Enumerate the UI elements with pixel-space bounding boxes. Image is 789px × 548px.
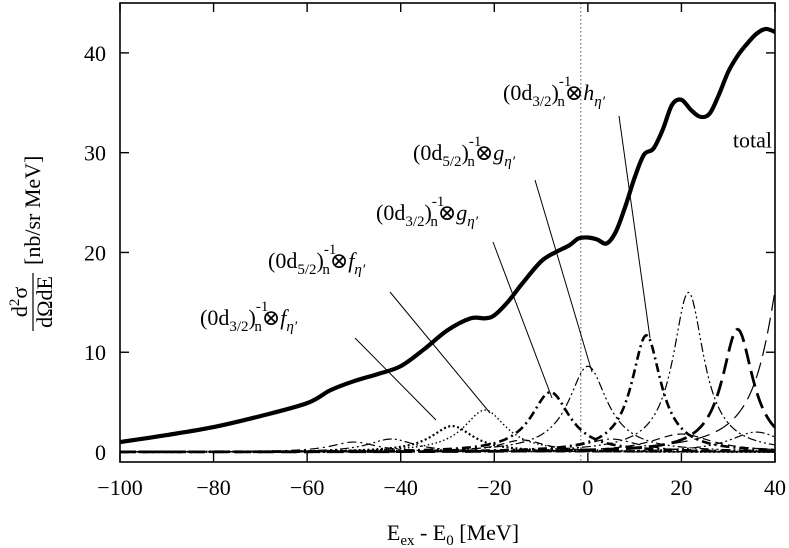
- x-axis-label: Eex - E0 [MeV]: [387, 520, 519, 548]
- x-tick-label: −80: [196, 475, 230, 500]
- curves-layer: [120, 3, 775, 462]
- y-tick-label: 40: [84, 41, 106, 66]
- series-line-7: [120, 327, 775, 454]
- series-line-2: [120, 409, 775, 453]
- x-tick-label: 0: [582, 475, 593, 500]
- total-line: [120, 26, 775, 445]
- y-tick-label: 30: [84, 141, 106, 166]
- series-line-5: [120, 333, 775, 454]
- y-tick-label: 0: [95, 440, 106, 465]
- series-line-14: [120, 431, 775, 453]
- series-line-13: [120, 433, 775, 453]
- svg-text:[nb/sr MeV]: [nb/sr MeV]: [20, 156, 45, 265]
- x-tick-label: 20: [670, 475, 692, 500]
- x-tick-label: −40: [384, 475, 418, 500]
- annotation-label-2: (0d5/2)-1 n⊗fη′: [268, 242, 366, 278]
- y-axis-label: d2σ dΩdE [nb/sr MeV]: [7, 156, 57, 331]
- annotation-leader-4: [534, 179, 593, 373]
- plot-frame: [119, 2, 776, 463]
- annotation-leader-2: [389, 291, 491, 414]
- svg-text:dΩdE: dΩdE: [32, 276, 57, 328]
- annotation-leader-1: [354, 337, 437, 421]
- x-tick-label: −20: [477, 475, 511, 500]
- labels-layer: (0d3/2)-1 n⊗fη′ (0d5/2)-1 n⊗fη′ (0d3/2)-1 n⊗g…: [200, 74, 651, 421]
- svg-text:d2σ: d2σ: [7, 287, 32, 318]
- series-line-6: [120, 291, 775, 453]
- annotation-label-4: (0d5/2)-1 n⊗gη′: [413, 134, 516, 170]
- annotation-label-1: (0d3/2)-1 n⊗fη′: [200, 299, 298, 335]
- y-tick-label: 20: [84, 240, 106, 265]
- y-tick-label: 10: [84, 340, 106, 365]
- annotation-label-5: (0d3/2)-1 n⊗hη′: [503, 74, 606, 110]
- annotation-leader-5: [618, 115, 651, 339]
- axes-layer: −100 −80 −60 −40 −20 0 20 40 0 10 20 30 40: [84, 2, 786, 500]
- x-tick-label: −60: [290, 475, 324, 500]
- total-label: total: [733, 128, 772, 153]
- x-tick-label: −100: [97, 475, 142, 500]
- x-tick-label: 40: [764, 475, 786, 500]
- annotation-label-3: (0d3/2)-1 n⊗gη′: [376, 194, 479, 230]
- annotation-leader-3: [492, 241, 553, 399]
